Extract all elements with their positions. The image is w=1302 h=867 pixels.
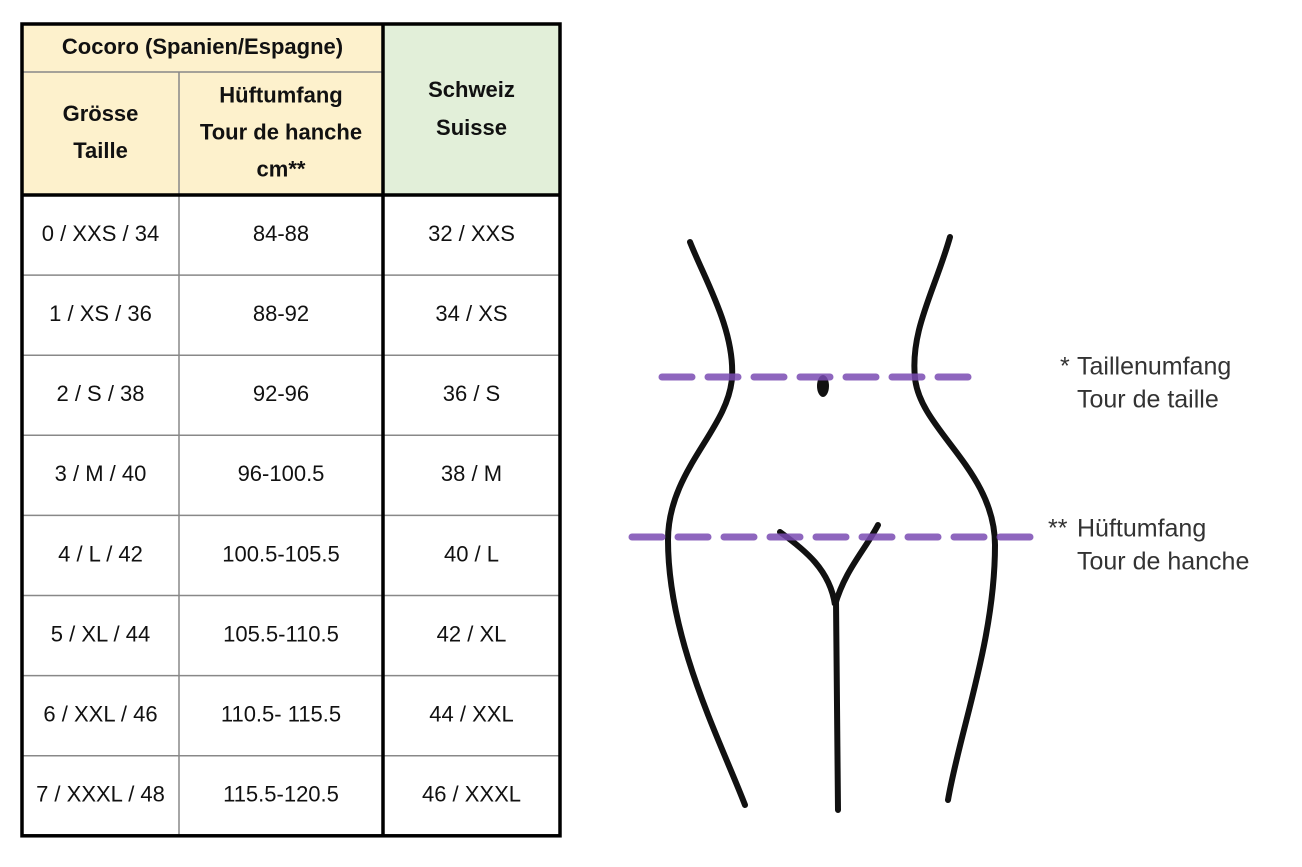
- waist-label: Taillenumfang: [1077, 353, 1231, 381]
- column-header: Schweiz: [428, 77, 515, 102]
- table-cell: 92-96: [253, 381, 309, 406]
- table-cell: 36 / S: [443, 381, 500, 406]
- waist-marker: *: [1060, 353, 1070, 381]
- table-cell: 105.5-110.5: [223, 621, 339, 646]
- table-cell: 44 / XXL: [429, 701, 513, 726]
- table-cell: 0 / XXS / 34: [42, 221, 159, 246]
- table-cell: 40 / L: [444, 541, 499, 566]
- body-outline: [833, 597, 841, 813]
- table-cell: 6 / XXL / 46: [43, 701, 157, 726]
- table-cell: 100.5-105.5: [222, 541, 339, 566]
- table-cell: 110.5- 115.5: [221, 701, 341, 726]
- column-header: Tour de hanche: [200, 119, 362, 144]
- table-cell: 7 / XXXL / 48: [36, 782, 165, 807]
- waist-label: Tour de taille: [1077, 386, 1219, 414]
- table-cell: 3 / M / 40: [55, 461, 147, 486]
- column-header: Grösse: [63, 101, 139, 126]
- body-illustration: [628, 234, 1044, 813]
- table-border: [20, 22, 562, 838]
- table-cell: 34 / XS: [435, 301, 507, 326]
- column-header: Taille: [73, 138, 128, 163]
- column-header: Suisse: [436, 115, 507, 140]
- table-cell: 88-92: [253, 301, 309, 326]
- column-header: cm**: [257, 156, 306, 181]
- hip-marker: **: [1048, 515, 1068, 543]
- table-cell: 46 / XXXL: [422, 782, 521, 807]
- hip-label: Tour de hanche: [1077, 548, 1249, 576]
- table-cell: 96-100.5: [238, 461, 325, 486]
- body-outline: [664, 239, 748, 808]
- group-header: Cocoro (Spanien/Espagne): [62, 34, 343, 59]
- table-cell: 115.5-120.5: [223, 782, 339, 807]
- table-cell: 2 / S / 38: [56, 381, 144, 406]
- table-cell: 1 / XS / 36: [49, 301, 152, 326]
- hip-label: Hüftumfang: [1077, 515, 1206, 543]
- header-bg: [383, 24, 560, 195]
- table-grid: [20, 22, 562, 838]
- table-cell: 84-88: [253, 221, 309, 246]
- table-cell: 32 / XXS: [428, 221, 515, 246]
- table-cell: 5 / XL / 44: [51, 621, 150, 646]
- header-bg: [22, 24, 383, 195]
- table-cell: 38 / M: [441, 461, 502, 486]
- body-outline: [911, 234, 999, 803]
- table-cell: 4 / L / 42: [58, 541, 143, 566]
- column-header: Hüftumfang: [219, 82, 342, 107]
- table-cell: 42 / XL: [437, 621, 507, 646]
